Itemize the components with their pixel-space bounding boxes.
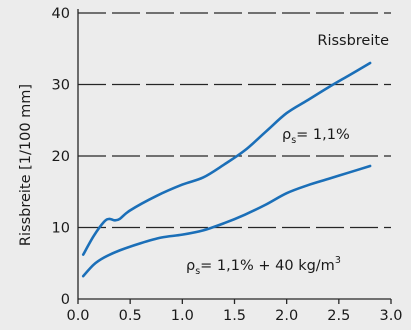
grid-lines: [78, 12, 391, 229]
series-line-1: [81, 61, 372, 256]
x-tick-label: 2.0: [275, 308, 298, 324]
axes: [77, 9, 392, 304]
series-label-2: ρs= 1,1% + 40 kg/m3: [186, 255, 341, 277]
series-label-1-text: = 1,1%: [296, 127, 350, 143]
series-label-1-sub: s: [291, 135, 296, 146]
series-label-1: ρs= 1,1%: [282, 127, 350, 146]
series-label-2-sup: 3: [335, 255, 341, 266]
y-tick-label: 20: [52, 149, 70, 165]
y-tick-label: 0: [61, 292, 70, 308]
x-tick-labels: 0.0 0.5 1.0 1.5 2.0 2.5 3.0: [66, 308, 402, 324]
series-label-2-text: = 1,1% + 40 kg/m: [200, 258, 335, 274]
data-series: [81, 61, 372, 278]
x-tick-label: 0.0: [66, 308, 89, 324]
series-label-2-rho: ρ: [186, 258, 195, 274]
y-tick-labels: 0 10 20 30 40: [52, 6, 70, 308]
series-label-1-rho: ρ: [282, 127, 291, 143]
legend-title: Rissbreite: [317, 33, 389, 49]
series-label-2-sub: s: [195, 266, 200, 277]
x-tick-label: 0.5: [119, 308, 142, 324]
y-tick-label: 10: [52, 221, 70, 237]
x-tick-label: 2.5: [327, 308, 350, 324]
y-tick-label: 30: [52, 78, 70, 94]
x-tick-label: 1.5: [223, 308, 246, 324]
y-axis-label: Rissbreite [1/100 mm]: [18, 84, 34, 246]
series-line-2: [81, 164, 372, 278]
x-tick-label: 1.0: [171, 308, 194, 324]
y-tick-label: 40: [52, 6, 70, 22]
x-tick-label: 3.0: [379, 308, 402, 324]
